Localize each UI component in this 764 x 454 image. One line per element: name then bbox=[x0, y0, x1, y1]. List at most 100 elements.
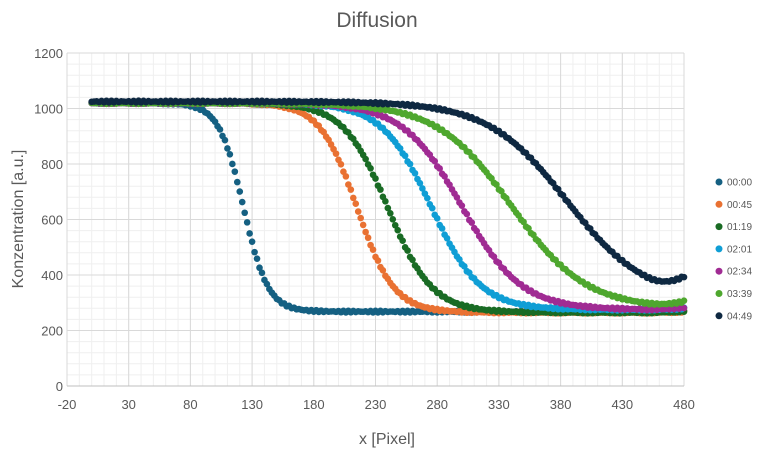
data-point bbox=[404, 247, 411, 254]
x-tick-label: 430 bbox=[611, 397, 633, 412]
data-point bbox=[416, 179, 424, 187]
data-point bbox=[229, 160, 236, 168]
legend: 00:00 00:45 01:19 02:01 02:34 03:39 04:49 bbox=[715, 178, 752, 322]
data-points bbox=[88, 97, 688, 317]
data-point bbox=[680, 297, 688, 304]
data-point bbox=[394, 226, 402, 234]
data-point bbox=[525, 225, 532, 232]
data-point bbox=[680, 304, 688, 312]
x-tick-label: 480 bbox=[673, 397, 695, 412]
data-point bbox=[226, 150, 234, 158]
y-tick-label: 0 bbox=[56, 379, 63, 394]
legend-marker bbox=[715, 178, 723, 186]
x-axis-ticks: -20 30 80 130 180 230 280 330 380 430 480 bbox=[58, 397, 695, 412]
data-point bbox=[401, 152, 409, 160]
x-tick-label: 380 bbox=[550, 397, 572, 412]
data-point bbox=[379, 267, 387, 274]
data-point bbox=[456, 256, 463, 263]
data-point bbox=[231, 168, 239, 175]
data-point bbox=[419, 185, 426, 192]
chart-title: Diffusion bbox=[336, 9, 417, 32]
legend-label: 03:39 bbox=[727, 289, 752, 300]
data-point bbox=[359, 221, 367, 229]
x-tick-label: 130 bbox=[241, 397, 263, 412]
data-point bbox=[332, 150, 340, 157]
data-point bbox=[251, 248, 258, 256]
data-point bbox=[387, 210, 394, 217]
data-point bbox=[258, 269, 266, 277]
data-point bbox=[248, 238, 256, 245]
data-point bbox=[221, 136, 229, 144]
x-tick-label: 330 bbox=[488, 397, 510, 412]
legend-label: 02:01 bbox=[727, 244, 752, 255]
data-point bbox=[369, 246, 377, 254]
data-point bbox=[391, 221, 399, 229]
data-point bbox=[243, 219, 251, 226]
data-point bbox=[498, 187, 505, 195]
data-point bbox=[680, 273, 688, 281]
y-tick-label: 600 bbox=[41, 213, 63, 228]
data-point bbox=[256, 264, 263, 272]
data-point bbox=[396, 145, 404, 152]
data-point bbox=[493, 181, 500, 188]
data-point bbox=[406, 160, 414, 168]
legend-label: 00:45 bbox=[727, 200, 752, 211]
y-tick-label: 1200 bbox=[34, 46, 63, 61]
data-point bbox=[411, 169, 419, 177]
legend-label: 01:19 bbox=[727, 222, 752, 233]
legend-marker bbox=[715, 245, 723, 253]
data-point bbox=[374, 257, 382, 264]
y-tick-label: 400 bbox=[41, 268, 63, 283]
data-point bbox=[377, 186, 384, 193]
x-tick-label: -20 bbox=[58, 397, 77, 412]
legend-marker bbox=[715, 267, 723, 275]
data-point bbox=[428, 204, 436, 212]
legend-label: 00:00 bbox=[727, 178, 752, 189]
data-point bbox=[399, 237, 406, 244]
data-point bbox=[409, 256, 416, 264]
legend-marker bbox=[715, 223, 723, 231]
data-point bbox=[362, 228, 369, 236]
y-axis-title: Konzentration [a.u.] bbox=[10, 150, 27, 289]
data-point bbox=[345, 181, 352, 188]
legend-label: 04:49 bbox=[727, 311, 752, 322]
legend-marker bbox=[715, 312, 723, 320]
data-point bbox=[246, 230, 253, 237]
data-point bbox=[424, 194, 431, 202]
data-point bbox=[236, 188, 244, 195]
x-tick-label: 180 bbox=[303, 397, 325, 412]
data-point bbox=[241, 209, 248, 217]
x-tick-label: 30 bbox=[121, 397, 135, 412]
data-point bbox=[253, 255, 261, 262]
data-point bbox=[468, 219, 476, 226]
data-point bbox=[453, 194, 461, 201]
data-point bbox=[349, 194, 357, 202]
data-point bbox=[352, 200, 360, 208]
legend-marker bbox=[715, 290, 723, 297]
data-point bbox=[384, 204, 392, 212]
data-point bbox=[389, 215, 397, 223]
y-tick-label: 800 bbox=[41, 157, 63, 172]
data-point bbox=[436, 165, 443, 172]
data-point bbox=[461, 263, 468, 270]
data-point bbox=[224, 145, 231, 152]
data-point bbox=[433, 215, 441, 222]
data-point bbox=[443, 234, 451, 242]
data-point bbox=[372, 175, 379, 182]
x-tick-label: 280 bbox=[426, 397, 448, 412]
y-tick-label: 1000 bbox=[34, 102, 63, 117]
data-point bbox=[342, 173, 350, 180]
data-point bbox=[362, 155, 369, 163]
data-point bbox=[458, 202, 466, 209]
data-point bbox=[367, 164, 374, 172]
data-point bbox=[473, 227, 480, 235]
data-point bbox=[354, 208, 362, 215]
legend-label: 02:34 bbox=[727, 267, 752, 278]
y-axis-ticks: 0 200 400 600 800 1000 1200 bbox=[34, 46, 63, 394]
data-point bbox=[431, 157, 439, 165]
x-axis-title: x [Pixel] bbox=[359, 431, 415, 448]
data-point bbox=[463, 210, 471, 218]
data-point bbox=[438, 225, 446, 232]
data-point bbox=[441, 173, 448, 180]
